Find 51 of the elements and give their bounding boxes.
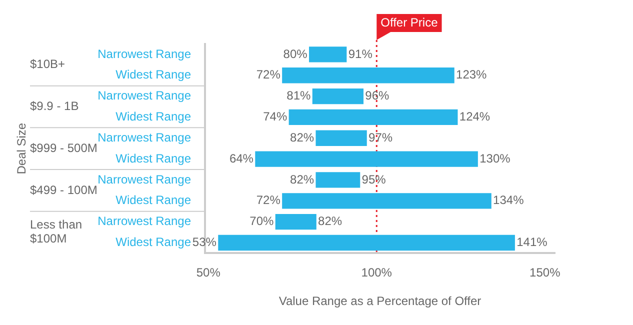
annotation: 82%: [318, 214, 342, 228]
y-tick-label: Narrowest Range: [98, 172, 192, 186]
annotation: 81%: [286, 88, 312, 103]
annotation: 95%: [362, 172, 386, 186]
bar: [275, 214, 316, 230]
annotation: 82%: [290, 172, 314, 186]
y-tick-label: Widest Range: [116, 68, 192, 82]
annotation: 141%: [516, 235, 548, 250]
text: Less than $100M: [30, 218, 82, 246]
x-tick-label: 150%: [530, 266, 561, 280]
bar: [308, 46, 347, 62]
text: Deal Size: [14, 122, 28, 174]
annotation: 70%: [250, 214, 274, 228]
bar: [316, 130, 367, 146]
annotation: 64%: [229, 151, 254, 166]
text: $9.9 - 1B: [30, 99, 79, 114]
bar: [288, 109, 458, 126]
annotation: 72%: [256, 68, 281, 82]
annotation: 134%: [493, 193, 524, 208]
x-tick-label: 50%: [196, 266, 221, 280]
y-tick-label: Narrowest Range: [98, 88, 192, 103]
y-tick-label: Widest Range: [116, 151, 192, 166]
text: $999 - 500M: [30, 140, 98, 155]
y-tick-label: Narrowest Range: [98, 46, 192, 61]
annotation: 124%: [459, 110, 490, 124]
annotation: 123%: [456, 68, 488, 82]
bar: [218, 234, 515, 251]
annotation: 82%: [290, 130, 314, 144]
annotation: 91%: [348, 46, 373, 61]
annotation: 74%: [263, 110, 288, 124]
y-tick-label: Narrowest Range: [98, 214, 192, 228]
y-tick-label: Widest Range: [116, 235, 192, 250]
y-tick-label: Widest Range: [116, 110, 192, 124]
text: $499 - 100M: [30, 182, 98, 197]
bar: [282, 193, 492, 209]
x-tick-label: 100%: [361, 266, 392, 280]
annotation: 97%: [368, 130, 393, 144]
annotation: 72%: [256, 193, 281, 208]
bar: [282, 68, 454, 84]
bar: [312, 88, 364, 104]
annotation: 53%: [192, 235, 217, 250]
annotation: 80%: [283, 46, 308, 61]
ref-line-label: Offer Price: [380, 15, 438, 30]
bar: [255, 151, 478, 167]
bar: [316, 172, 360, 188]
y-tick-label: Widest Range: [116, 193, 192, 208]
annotation: 96%: [365, 88, 390, 103]
annotation: 130%: [480, 151, 511, 166]
x-axis-title: Value Range as a Percentage of Offer: [278, 294, 482, 308]
y-tick-label: Narrowest Range: [98, 130, 192, 144]
text: $10B+: [30, 57, 66, 72]
